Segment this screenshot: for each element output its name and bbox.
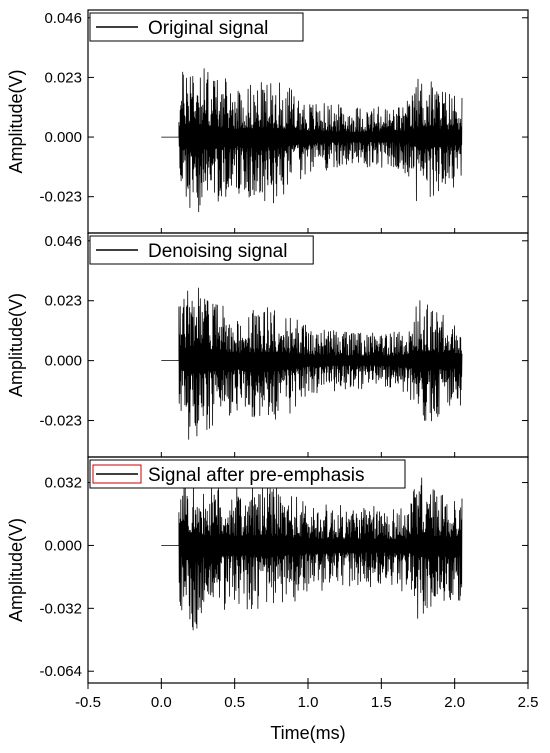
y-axis-title: Amplitude(V) — [6, 518, 26, 622]
legend-swatch-frame — [92, 464, 142, 484]
x-tick-label: 1.5 — [371, 694, 392, 711]
y-axis-title: Amplitude(V) — [6, 293, 26, 397]
x-axis-title: Time(ms) — [270, 723, 345, 743]
y-tick-label: 0.023 — [44, 293, 82, 310]
y-axis-title: Amplitude(V) — [6, 69, 26, 173]
signal-trace — [161, 68, 463, 213]
y-tick-label: -0.023 — [39, 189, 82, 206]
y-tick-label: 0.023 — [44, 69, 82, 86]
y-tick-label: -0.064 — [39, 663, 82, 680]
x-tick-label: 0.0 — [151, 694, 172, 711]
panel-3: 0.032 0.000 -0.032 -0.064 Amplitude(V) Signal… — [6, 456, 539, 743]
legend: Original signal — [89, 12, 304, 42]
legend: Denoising signal — [89, 235, 314, 265]
x-tick-label: 2.5 — [518, 694, 539, 711]
y-tick-label: -0.032 — [39, 600, 82, 617]
y-tick-label: 0.000 — [44, 353, 82, 370]
y-tick-label: -0.023 — [39, 413, 82, 430]
y-tick-label: 0.032 — [44, 475, 82, 492]
legend-label: Original signal — [148, 18, 268, 39]
legend-box — [89, 459, 406, 489]
legend-label: Signal after pre-emphasis — [148, 465, 365, 486]
x-tick-label: 2.0 — [444, 694, 465, 711]
y-tick-label: 0.046 — [44, 10, 82, 27]
panel-1: 0.046 0.023 0.000 -0.023 Amplitude(V) Origina… — [6, 9, 529, 234]
legend-label: Denoising signal — [148, 241, 287, 262]
signal-trace — [161, 477, 463, 631]
x-tick-label: 0.5 — [224, 694, 245, 711]
signal-trace — [161, 287, 463, 440]
y-tick-label: 0.000 — [44, 129, 82, 146]
x-tick-label: -0.5 — [75, 694, 101, 711]
y-tick-label: 0.046 — [44, 233, 82, 250]
legend: Signal after pre-emphasis — [89, 459, 406, 489]
panel-2: 0.046 0.023 0.000 -0.023 Amplitude(V) Denoisi… — [6, 232, 529, 458]
y-tick-label: 0.000 — [44, 537, 82, 554]
x-tick-label: 1.0 — [298, 694, 319, 711]
